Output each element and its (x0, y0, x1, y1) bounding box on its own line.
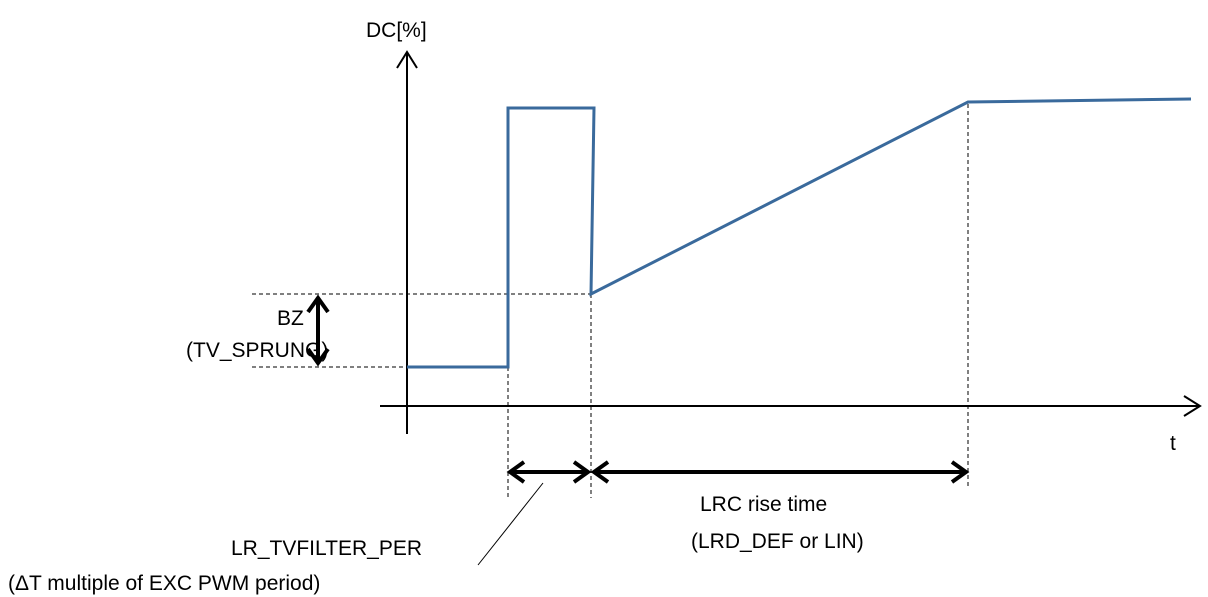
filter-period-label: LR_TVFILTER_PER (231, 537, 422, 560)
rise-time-label: LRC rise time (700, 493, 827, 516)
bz-label: BZ (277, 307, 304, 330)
rise-time-param-label: (LRD_DEF or LIN) (691, 530, 864, 553)
x-axis (380, 395, 1202, 417)
filter-period-note: (ΔT multiple of EXC PWM period) (8, 572, 320, 595)
rise-time-double-arrow (590, 460, 970, 484)
bz-double-arrow (306, 294, 330, 367)
y-axis-label: DC[%] (366, 19, 427, 42)
bz-param-label: (TV_SPRUNG) (186, 339, 328, 362)
filter-period-double-arrow (506, 460, 592, 484)
filter-leader-line (477, 482, 544, 566)
duty-cycle-signal (407, 97, 1192, 369)
x-axis-label: t (1170, 432, 1176, 455)
y-axis (396, 50, 418, 434)
